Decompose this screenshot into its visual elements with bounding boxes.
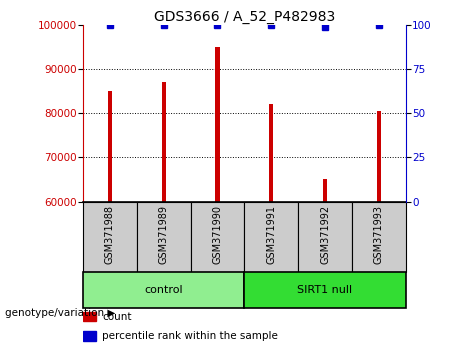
Text: GSM371992: GSM371992 [320, 205, 330, 264]
Title: GDS3666 / A_52_P482983: GDS3666 / A_52_P482983 [154, 10, 335, 24]
Bar [83, 312, 96, 321]
Bar [190, 201, 244, 272]
Text: count: count [102, 312, 132, 322]
Bar [377, 111, 381, 201]
Bar [83, 272, 244, 308]
Bar [161, 82, 166, 201]
Text: genotype/variation ▶: genotype/variation ▶ [5, 308, 115, 318]
Bar [83, 201, 137, 272]
Bar [352, 201, 406, 272]
Bar [108, 91, 112, 201]
Bar [298, 201, 352, 272]
Text: GSM371993: GSM371993 [374, 205, 384, 264]
Bar [269, 104, 273, 201]
Text: percentile rank within the sample: percentile rank within the sample [102, 331, 278, 341]
Text: GSM371990: GSM371990 [213, 205, 223, 264]
Text: GSM371989: GSM371989 [159, 205, 169, 264]
Bar [83, 331, 96, 341]
Bar [244, 201, 298, 272]
Bar [137, 201, 190, 272]
Text: GSM371988: GSM371988 [105, 205, 115, 264]
Bar [323, 179, 327, 201]
Text: GSM371991: GSM371991 [266, 205, 276, 264]
Bar [244, 272, 406, 308]
Text: SIRT1 null: SIRT1 null [297, 285, 353, 295]
Bar [215, 47, 219, 201]
Text: control: control [144, 285, 183, 295]
